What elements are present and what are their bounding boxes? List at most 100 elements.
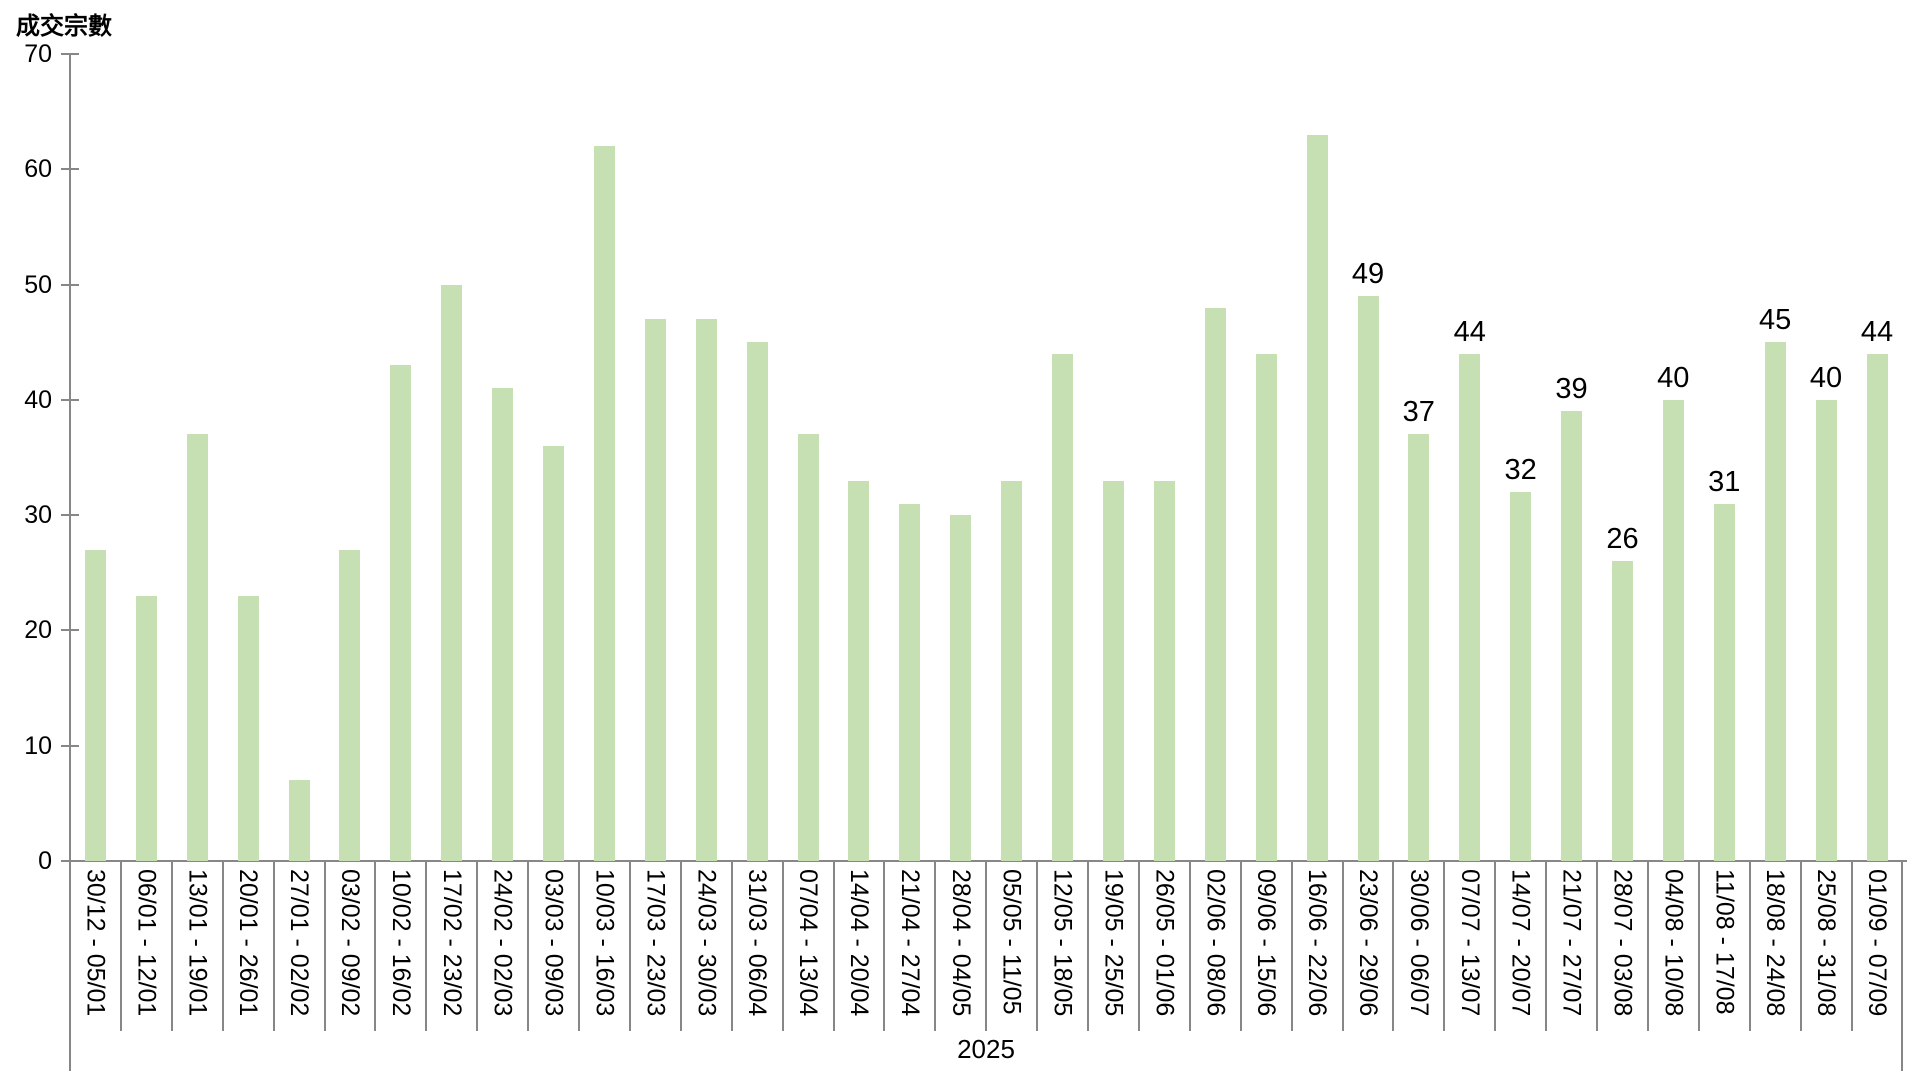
x-tick-label: 25/08 - 31/08 xyxy=(1812,869,1840,1017)
x-tick-label: 31/03 - 06/04 xyxy=(743,869,772,1017)
bar xyxy=(1103,480,1124,861)
x-tick-label: 13/01 - 19/01 xyxy=(183,869,212,1017)
category-separator xyxy=(1239,861,1242,1031)
bar-value-label: 44 xyxy=(1453,315,1486,348)
category-separator xyxy=(1748,861,1751,1031)
bar xyxy=(85,549,106,861)
bar xyxy=(492,388,514,861)
category-separator xyxy=(1494,861,1497,1031)
bar-value-label: 31 xyxy=(1708,465,1741,498)
x-tick-label: 28/07 - 03/08 xyxy=(1608,869,1637,1017)
category-separator xyxy=(934,861,937,1031)
x-tick-label: 05/05 - 11/05 xyxy=(997,869,1026,1015)
x-axis-line xyxy=(61,860,1907,862)
x-tick-label: 16/06 - 22/06 xyxy=(1303,869,1331,1017)
x-tick-label: 09/06 - 15/06 xyxy=(1252,869,1281,1017)
x-tick-label: 27/01 - 02/02 xyxy=(285,869,313,1017)
y-tick-mark xyxy=(61,168,79,171)
x-axis-year-label: 2025 xyxy=(957,1034,1015,1064)
bar xyxy=(288,780,310,861)
x-tick-label: 01/09 - 07/09 xyxy=(1863,869,1891,1017)
bar xyxy=(1815,399,1837,861)
category-separator xyxy=(1443,861,1446,1031)
y-tick-label: 60 xyxy=(24,155,52,184)
category-separator xyxy=(730,861,733,1031)
bar xyxy=(135,595,157,861)
bar xyxy=(1866,353,1888,861)
category-separator xyxy=(679,861,682,1031)
category-separator xyxy=(1596,861,1598,1031)
bar xyxy=(1713,503,1735,861)
bar-value-label: 39 xyxy=(1555,373,1588,406)
bar-value-label: 32 xyxy=(1504,454,1537,487)
y-tick-label: 20 xyxy=(24,616,52,645)
bar-value-label: 40 xyxy=(1809,361,1843,394)
x-tick-label: 02/06 - 08/06 xyxy=(1201,869,1230,1017)
category-separator xyxy=(1188,861,1191,1031)
category-separator xyxy=(781,861,784,1031)
x-tick-label: 03/02 - 09/02 xyxy=(335,869,364,1017)
x-tick-label: 17/03 - 23/03 xyxy=(641,869,670,1017)
bar-value-label: 37 xyxy=(1402,396,1435,429)
category-separator xyxy=(985,861,988,1031)
bar xyxy=(797,434,819,861)
x-tick-label: 12/05 - 18/05 xyxy=(1048,869,1077,1017)
y-tick-label: 10 xyxy=(24,731,52,760)
category-separator xyxy=(1036,861,1039,1031)
x-tick-label: 10/03 - 16/03 xyxy=(590,869,619,1017)
x-tick-label: 18/08 - 24/08 xyxy=(1761,869,1790,1017)
bar xyxy=(186,434,208,861)
y-tick-mark xyxy=(61,629,79,632)
x-tick-label: 28/04 - 04/05 xyxy=(946,869,975,1017)
y-tick-mark xyxy=(61,53,79,55)
x-tick-label: 24/02 - 02/03 xyxy=(488,869,517,1017)
bar xyxy=(1408,434,1430,861)
bar xyxy=(543,446,564,861)
category-separator xyxy=(170,861,173,1031)
bar-value-label: 45 xyxy=(1758,304,1792,337)
bar xyxy=(1255,353,1277,861)
category-separator xyxy=(119,861,122,1031)
bar xyxy=(1001,480,1023,861)
category-separator xyxy=(1646,861,1649,1031)
category-separator xyxy=(476,861,479,1031)
category-separator xyxy=(1901,861,1904,1071)
bar xyxy=(1459,353,1481,861)
category-separator xyxy=(628,861,631,1031)
bar-value-label: 40 xyxy=(1657,361,1690,394)
y-tick-label: 30 xyxy=(24,501,52,530)
y-tick-label: 0 xyxy=(38,847,52,875)
category-separator xyxy=(323,861,326,1031)
y-tick-label: 70 xyxy=(24,40,52,68)
y-tick-label: 50 xyxy=(24,270,52,299)
category-separator xyxy=(1087,861,1089,1031)
x-tick-label: 26/05 - 01/06 xyxy=(1150,869,1179,1017)
category-separator xyxy=(272,861,275,1031)
bar-value-label: 44 xyxy=(1860,315,1894,348)
category-separator xyxy=(1697,861,1700,1031)
x-tick-label: 30/06 - 06/07 xyxy=(1404,869,1433,1017)
bar xyxy=(1153,480,1175,861)
bar xyxy=(1306,134,1328,861)
category-separator xyxy=(578,861,580,1031)
bar xyxy=(441,284,463,861)
y-tick-mark xyxy=(61,514,79,517)
x-tick-label: 17/02 - 23/02 xyxy=(437,869,466,1017)
x-tick-label: 04/08 - 10/08 xyxy=(1659,869,1688,1017)
y-tick-mark xyxy=(61,744,79,747)
bar xyxy=(1612,561,1633,861)
x-tick-label: 07/04 - 13/04 xyxy=(794,869,822,1017)
bar xyxy=(644,319,666,861)
category-separator xyxy=(69,861,71,1071)
category-separator xyxy=(1290,861,1293,1031)
x-tick-label: 14/07 - 20/07 xyxy=(1506,869,1535,1017)
bar xyxy=(339,549,361,861)
bar xyxy=(950,515,972,861)
bar xyxy=(1764,342,1786,861)
x-tick-label: 23/06 - 29/06 xyxy=(1354,869,1382,1017)
x-tick-label: 10/02 - 16/02 xyxy=(386,869,415,1017)
bar xyxy=(593,146,615,861)
category-separator xyxy=(1799,861,1802,1031)
category-separator xyxy=(883,861,886,1031)
